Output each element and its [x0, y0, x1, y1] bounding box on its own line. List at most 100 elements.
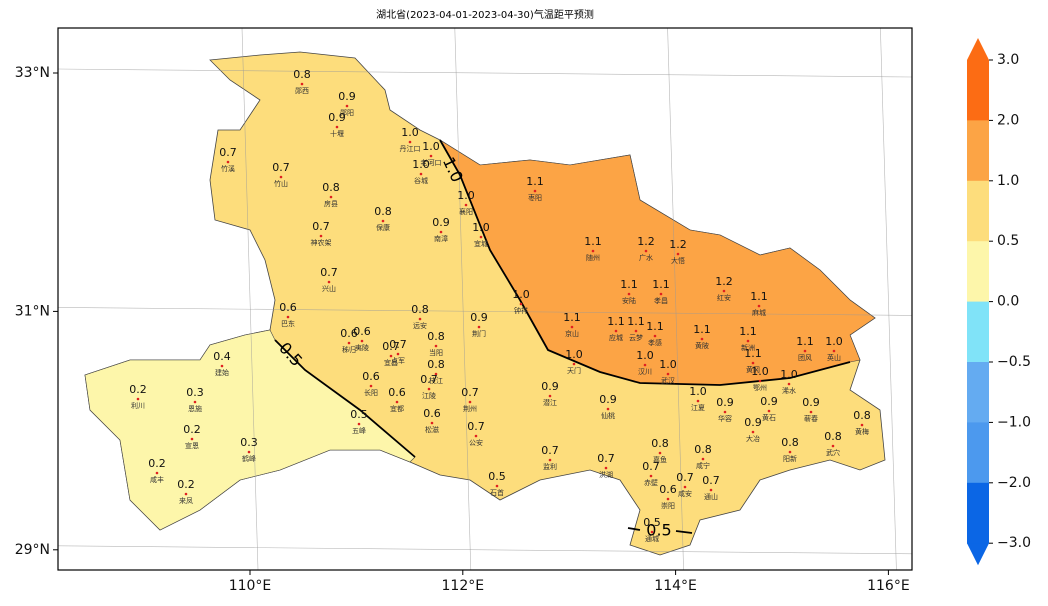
station-name: 崇阳	[661, 501, 675, 510]
station-dot	[746, 339, 750, 343]
station-name: 点军	[391, 357, 405, 365]
station-dot	[369, 384, 373, 388]
station-dot	[190, 437, 194, 441]
station-name: 潜江	[543, 398, 557, 407]
station-name: 江夏	[691, 404, 705, 412]
station-value: 0.9	[470, 311, 488, 324]
station-value: 0.8	[853, 409, 871, 422]
colorbar-segment	[967, 301, 989, 363]
colorbar-tick-label: 0.0	[997, 294, 1019, 310]
station-value: 0.2	[177, 478, 195, 491]
station-dot	[357, 422, 361, 426]
station-dot	[758, 379, 762, 383]
station-dot	[434, 372, 438, 376]
station-dot	[751, 361, 755, 365]
station-value: 0.6	[340, 327, 358, 340]
station-dot	[300, 82, 304, 86]
station-value: 0.9	[599, 393, 617, 406]
station-dot	[327, 280, 331, 284]
station-dot	[696, 399, 700, 403]
station-name: 随州	[586, 253, 600, 262]
station-name: 神农架	[311, 238, 332, 247]
station-name: 监利	[543, 462, 557, 471]
station-dot	[329, 195, 333, 199]
contour-line	[274, 339, 416, 458]
station-value: 0.8	[781, 436, 799, 449]
station-name: 房县	[324, 199, 338, 208]
colorbar-segment	[967, 362, 989, 423]
station-name: 通山	[704, 492, 718, 501]
station-name: 宣恩	[185, 441, 199, 450]
station-name: 黄陂	[695, 341, 709, 350]
station-dot	[627, 292, 631, 296]
station-dot	[247, 450, 251, 454]
station-name: 仙桃	[601, 411, 615, 420]
station-dot	[700, 337, 704, 341]
station-name: 竹溪	[221, 164, 235, 173]
station-dot	[658, 451, 662, 455]
station-dot	[395, 400, 399, 404]
station-dot	[767, 409, 771, 413]
station-dot	[419, 172, 423, 176]
station-name: 黄石	[762, 413, 776, 422]
station-value: 1.1	[584, 235, 602, 248]
station-dot	[184, 492, 188, 496]
station-name: 保康	[376, 223, 390, 232]
station-name: 汉川	[638, 368, 652, 376]
station-name: 公安	[469, 438, 483, 447]
station-value: 0.7	[420, 373, 438, 386]
station-name: 广水	[639, 253, 653, 262]
station-value: 0.7	[320, 266, 338, 279]
station-dot	[430, 421, 434, 425]
station-dot	[220, 364, 224, 368]
station-value: 0.7	[467, 420, 485, 433]
station-dot	[286, 315, 290, 319]
station-value: 0.7	[389, 338, 407, 351]
station-name: 建始	[215, 368, 229, 377]
station-name: 石首	[490, 488, 504, 497]
station-name: 团风	[798, 354, 812, 362]
station-name: 荆门	[472, 329, 486, 338]
station-name: 夷陵	[355, 343, 369, 352]
station-value: 1.2	[715, 275, 733, 288]
station-dot	[643, 363, 647, 367]
station-dot	[676, 252, 680, 256]
station-name: 竹山	[274, 179, 288, 188]
station-name: 巴东	[281, 319, 295, 328]
station-name: 阳新	[783, 454, 797, 463]
station-name: 武穴	[826, 448, 840, 457]
station-name: 远安	[413, 321, 427, 330]
station-value: 0.6	[362, 370, 380, 383]
station-dot	[439, 230, 443, 234]
station-name: 利川	[131, 401, 145, 410]
colorbar-tick-label: −2.0	[997, 475, 1031, 491]
station-dot	[155, 471, 159, 475]
station-name: 江陵	[422, 391, 436, 400]
station-dot	[360, 339, 364, 343]
station-dot	[788, 450, 792, 454]
x-tick-label: 112°E	[442, 578, 485, 594]
station-value: 1.1	[607, 315, 625, 328]
station-dot	[701, 457, 705, 461]
station-name: 黄梅	[855, 427, 869, 436]
station-value: 1.0	[565, 348, 583, 361]
station-name: 恩施	[188, 404, 202, 413]
station-value: 0.9	[328, 111, 346, 124]
station-dot	[831, 444, 835, 448]
station-value: 1.1	[744, 347, 762, 360]
station-value: 0.7	[461, 386, 479, 399]
station-value: 0.6	[279, 301, 297, 314]
grid-line	[58, 68, 912, 78]
x-tick-label: 114°E	[654, 578, 697, 594]
station-name: 新洲	[741, 343, 755, 352]
y-tick-label: 33°N	[15, 65, 50, 81]
station-value: 0.8	[427, 330, 445, 343]
station-dot	[803, 349, 807, 353]
station-value: 0.7	[702, 474, 720, 487]
station-dot	[477, 325, 481, 329]
station-dot	[683, 485, 687, 489]
station-dot	[604, 466, 608, 470]
colorbar-tick-label: −0.5	[997, 354, 1031, 370]
station-dot	[666, 497, 670, 501]
